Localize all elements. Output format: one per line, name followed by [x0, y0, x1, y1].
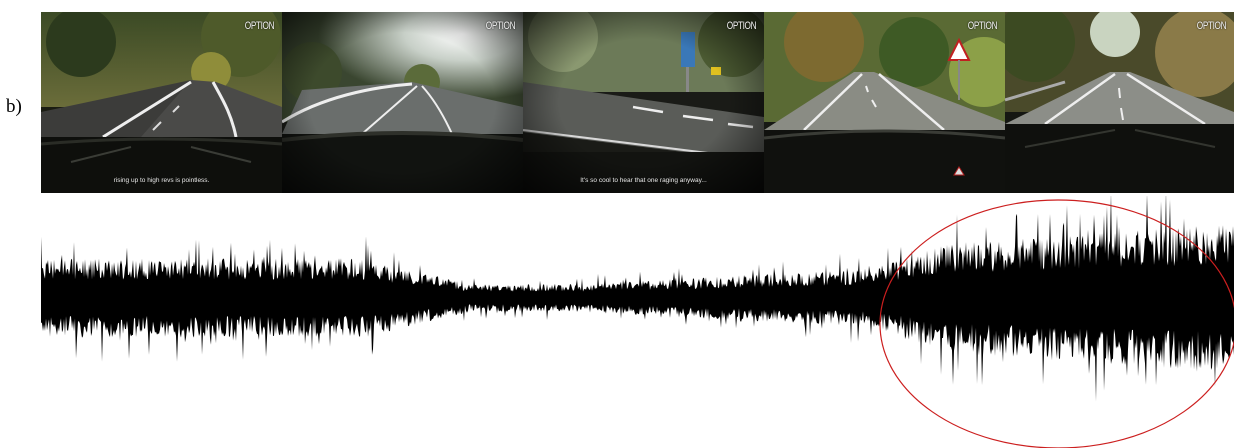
watermark-text: OPTION	[485, 20, 516, 32]
subtitle-text: rising up to high revs is pointless.	[113, 177, 210, 184]
watermark-text: OPTION	[244, 20, 275, 32]
video-frame-1: OPTION rising up to high revs is pointle…	[41, 12, 282, 193]
video-frame-4: OPTION	[764, 12, 1005, 193]
audio-waveform-panel	[41, 196, 1234, 448]
watermark-text: OPTION	[726, 20, 757, 32]
road-scene-image	[523, 12, 764, 193]
road-scene-image	[1005, 12, 1234, 193]
watermark-text: OPTION	[967, 20, 998, 32]
video-frame-strip: OPTION rising up to high revs is pointle…	[41, 12, 1234, 193]
subtitle-text: It's so cool to hear that one raging any…	[580, 177, 707, 184]
road-scene-image	[41, 12, 282, 193]
watermark-text: OPTION	[1196, 20, 1227, 32]
video-frame-5: OPTION	[1005, 12, 1234, 193]
video-frame-2: OPTION	[282, 12, 523, 193]
road-scene-image	[764, 12, 1005, 193]
video-frame-3: OPTION It's so cool to hear that one rag…	[523, 12, 764, 193]
audio-waveform	[41, 196, 1234, 402]
panel-label: b)	[6, 96, 22, 117]
road-scene-image	[282, 12, 523, 193]
highlight-ellipse	[879, 199, 1234, 448]
